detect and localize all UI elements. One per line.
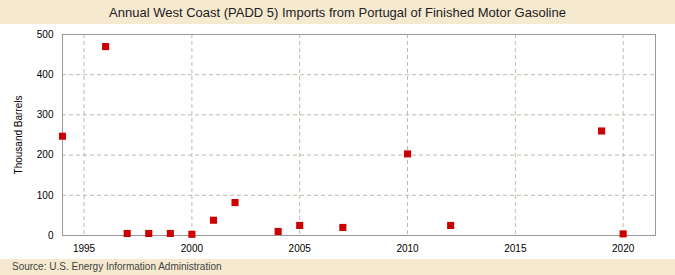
svg-text:2010: 2010	[396, 243, 419, 254]
svg-text:0: 0	[48, 230, 54, 241]
svg-text:2005: 2005	[289, 243, 312, 254]
svg-text:2000: 2000	[181, 243, 204, 254]
svg-text:400: 400	[37, 69, 54, 80]
svg-text:200: 200	[37, 149, 54, 160]
svg-text:2020: 2020	[612, 243, 635, 254]
svg-text:100: 100	[37, 190, 54, 201]
svg-text:500: 500	[37, 29, 54, 40]
html-text:Source: U.S. Energy Informatio: Source: U.S. Energy Information Administ…	[12, 261, 222, 272]
svg-text:2015: 2015	[504, 243, 527, 254]
html-text:Annual West Coast (PADD 5) Imp: Annual West Coast (PADD 5) Imports from …	[109, 5, 566, 20]
svg-text:Thousand Barrels: Thousand Barrels	[13, 96, 24, 175]
svg-text:300: 300	[37, 109, 54, 120]
svg-text:1995: 1995	[73, 243, 96, 254]
